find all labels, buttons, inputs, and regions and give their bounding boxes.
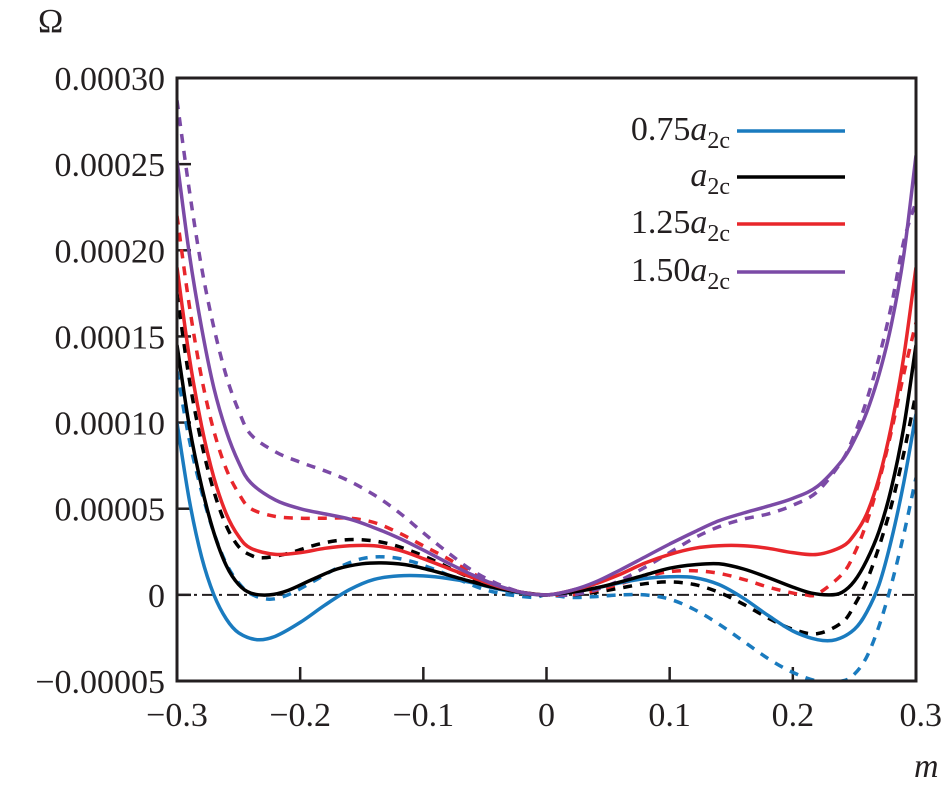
x-axis-title: m	[914, 748, 939, 785]
x-tick-label: −0.1	[392, 697, 454, 734]
legend-label: 0.75a2c	[631, 111, 730, 154]
y-tick-label: −0.00005	[35, 664, 165, 701]
x-tick-label: 0.2	[772, 697, 815, 734]
series-line-0-75a2c-solid	[177, 413, 916, 643]
y-tick-label: 0.00020	[55, 233, 166, 270]
y-tick-label: 0.00030	[55, 61, 166, 98]
x-tick-label: −0.3	[146, 697, 208, 734]
series-line-a2c-dashed	[177, 293, 916, 636]
y-tick-label: 0.00025	[55, 147, 166, 184]
series-line-a2c-solid	[177, 344, 916, 597]
series-line-1-25a2c-solid	[177, 267, 916, 597]
legend-label: 1.50a2c	[631, 252, 730, 295]
y-tick-label: 0.00010	[55, 406, 166, 443]
x-tick-label: 0.1	[648, 697, 691, 734]
series-line-1-50a2c-solid	[177, 155, 916, 597]
y-ticks: −0.00005 0 0.00005 0.00010 0.00015 0.00020 0.0…	[35, 61, 191, 701]
x-tick-label: −0.2	[269, 697, 331, 734]
x-tick-label: 0	[538, 697, 555, 734]
x-tick-label: 0.3	[900, 697, 942, 734]
y-tick-label: 0	[148, 578, 165, 615]
series-group	[177, 100, 916, 681]
legend-label: 1.25a2c	[631, 204, 730, 247]
y-axis-title: Ω	[38, 3, 63, 40]
legend-label: a2c	[690, 157, 730, 200]
plot-frame	[175, 76, 918, 683]
x-ticks: −0.3 −0.2 −0.1 0 0.1 0.2 0.3	[146, 667, 942, 734]
y-tick-label: 0.00015	[55, 319, 166, 356]
y-tick-label: 0.00005	[55, 492, 166, 529]
series-line-1-25a2c-dashed	[177, 215, 916, 598]
series-line-1-50a2c-dashed	[177, 100, 916, 598]
